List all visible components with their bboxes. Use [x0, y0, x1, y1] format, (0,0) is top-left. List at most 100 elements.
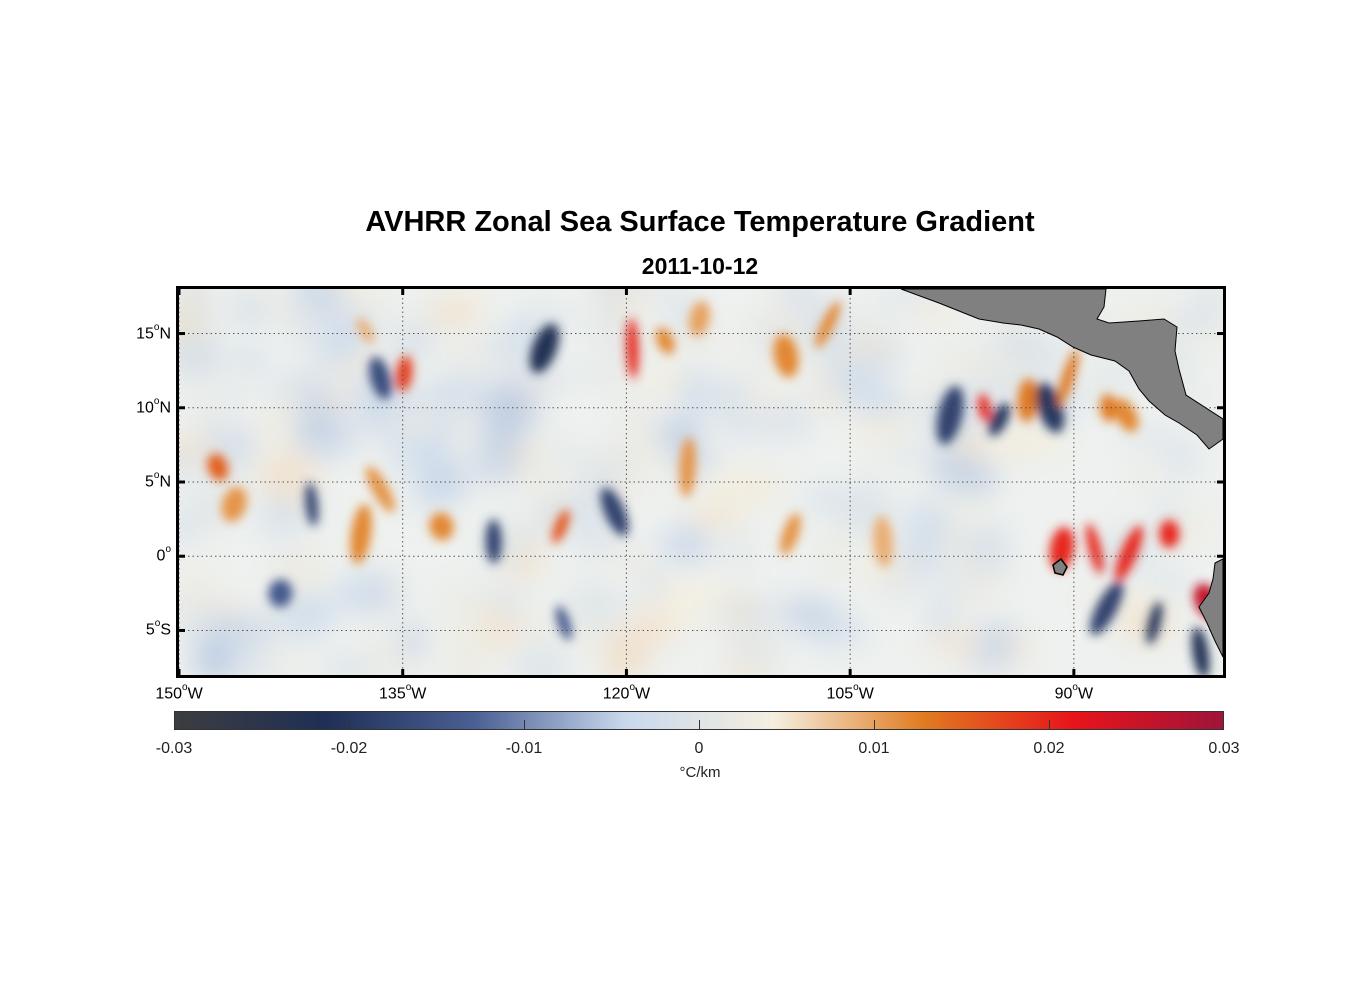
- field-texture: [950, 586, 1002, 607]
- field-texture: [1002, 323, 1038, 357]
- field-texture: [348, 369, 410, 424]
- field-texture: [932, 633, 984, 651]
- colorbar-tick-label: 0.03: [1208, 740, 1240, 757]
- colorbar-tickmark: [874, 720, 875, 730]
- galapagos-island: [1052, 557, 1068, 576]
- gradient-feature: [1113, 398, 1139, 432]
- gradient-feature: [1035, 382, 1065, 433]
- lat-label: 15oN: [136, 321, 171, 342]
- field-texture: [195, 510, 222, 538]
- field-texture: [208, 617, 272, 640]
- field-texture: [402, 621, 422, 661]
- lat-label: 5oS: [145, 618, 171, 639]
- gradient-feature: [655, 327, 675, 355]
- gradient-feature: [1191, 626, 1210, 675]
- gradient-feature: [485, 519, 502, 564]
- colorbar-tickmark: [349, 720, 350, 730]
- field-texture: [1190, 289, 1223, 322]
- gradient-feature: [356, 318, 375, 344]
- colorbar-tick-label: -0.01: [505, 740, 543, 757]
- gradient-feature: [395, 355, 413, 392]
- lon-label: 105oW: [826, 682, 874, 703]
- field-texture: [527, 466, 573, 515]
- gradient-feature: [872, 515, 894, 568]
- field-texture: [850, 309, 886, 355]
- field-texture: [261, 300, 318, 327]
- colorbar-tickmark: [699, 720, 700, 730]
- field-texture: [777, 303, 810, 327]
- field-texture: [419, 429, 453, 472]
- field-texture: [1133, 458, 1159, 494]
- colorbar-tickmark: [524, 720, 525, 730]
- gradient-feature: [1057, 349, 1079, 407]
- gradient-feature: [555, 605, 572, 641]
- field-texture: [855, 388, 911, 418]
- lat-label: 0o: [156, 544, 171, 565]
- lon-label: 150oW: [155, 682, 203, 703]
- gradient-feature: [529, 323, 559, 374]
- field-texture: [194, 652, 238, 675]
- field-texture: [179, 289, 214, 325]
- gradient-feature: [1159, 520, 1180, 548]
- field-texture: [1085, 363, 1126, 406]
- field-texture: [857, 470, 881, 487]
- field-texture: [453, 289, 488, 308]
- field-texture: [858, 552, 919, 583]
- field-texture: [817, 522, 853, 577]
- map-plot-area[interactable]: [176, 286, 1226, 678]
- lon-label: 135oW: [379, 682, 427, 703]
- lat-label: 5oN: [144, 470, 171, 491]
- field-texture: [928, 598, 951, 637]
- colorbar-tick-label: 0.02: [1033, 740, 1065, 757]
- field-texture: [629, 555, 664, 586]
- field-texture: [444, 643, 486, 675]
- gradient-feature: [268, 579, 293, 608]
- field-texture: [933, 500, 994, 518]
- field-texture: [965, 346, 1028, 389]
- gradient-feature: [1090, 581, 1124, 636]
- gradient-feature: [600, 487, 629, 536]
- field-texture: [326, 654, 368, 675]
- field-texture: [563, 581, 627, 630]
- field-texture: [937, 515, 983, 568]
- gradient-feature: [988, 403, 1011, 437]
- field-texture: [677, 380, 701, 424]
- lon-label: 90oW: [1054, 682, 1094, 703]
- gradient-feature: [305, 482, 319, 527]
- field-texture: [513, 646, 569, 675]
- sst-gradient-map: [179, 289, 1223, 675]
- field-texture: [233, 352, 268, 370]
- lon-label: 120oW: [602, 682, 651, 703]
- field-texture: [805, 485, 847, 513]
- gradient-feature: [815, 301, 841, 349]
- field-texture: [755, 400, 814, 440]
- field-texture: [964, 460, 995, 499]
- field-texture: [179, 513, 192, 546]
- field-texture: [383, 315, 442, 341]
- field-texture: [472, 428, 523, 484]
- field-texture: [179, 436, 209, 463]
- field-texture: [624, 365, 646, 415]
- colorbar-tick-label: -0.03: [155, 740, 193, 757]
- gradient-feature: [1146, 601, 1163, 645]
- gradient-feature: [350, 504, 372, 564]
- field-texture: [1118, 429, 1180, 446]
- gradient-feature: [368, 356, 392, 400]
- gradient-feature: [936, 385, 964, 445]
- field-texture: [620, 427, 641, 451]
- field-texture: [854, 409, 907, 445]
- field-texture: [843, 367, 869, 411]
- gradient-feature: [1049, 526, 1075, 571]
- field-texture: [220, 449, 248, 486]
- chart-subtitle: 2011-10-12: [641, 253, 759, 279]
- field-texture: [710, 378, 753, 406]
- field-texture: [602, 631, 648, 675]
- field-texture: [436, 580, 492, 620]
- field-texture: [283, 384, 307, 426]
- field-texture: [293, 596, 344, 613]
- field-texture: [318, 415, 350, 441]
- colorbar-tick-label: 0.01: [858, 740, 890, 757]
- field-texture: [505, 322, 540, 343]
- field-texture: [777, 597, 840, 630]
- field-texture: [686, 502, 741, 530]
